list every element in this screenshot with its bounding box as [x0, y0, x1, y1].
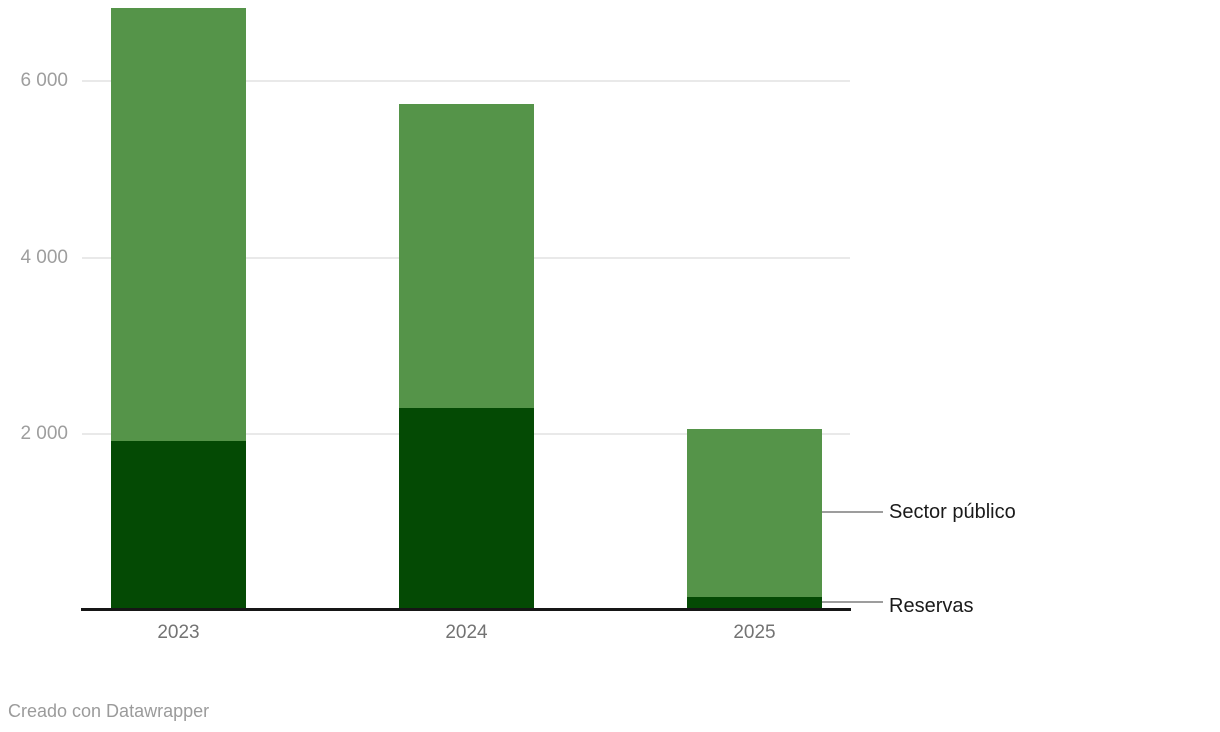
bar-segment-sector-publico-2024 [399, 103, 534, 408]
y-axis-tick-label: 2 000 [20, 423, 68, 444]
bar-segment-reservas-2024 [399, 407, 534, 608]
bar-segment-sector-publico-2023 [111, 7, 246, 442]
bar-segment-reservas-2025 [687, 597, 822, 608]
x-axis-line [81, 608, 851, 611]
legend-label-sector-publico: Sector público [889, 501, 1016, 523]
legend-connector-line [822, 600, 883, 603]
x-axis-label-2025: 2025 [733, 622, 776, 643]
x-axis-label-2023: 2023 [157, 622, 200, 643]
y-axis-tick-label: 6 000 [20, 70, 68, 91]
gridline-6000 [82, 80, 850, 82]
y-axis-tick-label: 4 000 [20, 246, 68, 268]
bar-segment-reservas-2023 [111, 441, 246, 608]
legend-label-reservas: Reservas [889, 594, 974, 617]
datawrapper-credit[interactable]: Creado con Datawrapper [8, 701, 210, 721]
x-axis-label-2024: 2024 [445, 622, 488, 643]
bar-segment-sector-publico-2025 [687, 428, 822, 598]
legend-connector-line [822, 511, 883, 513]
